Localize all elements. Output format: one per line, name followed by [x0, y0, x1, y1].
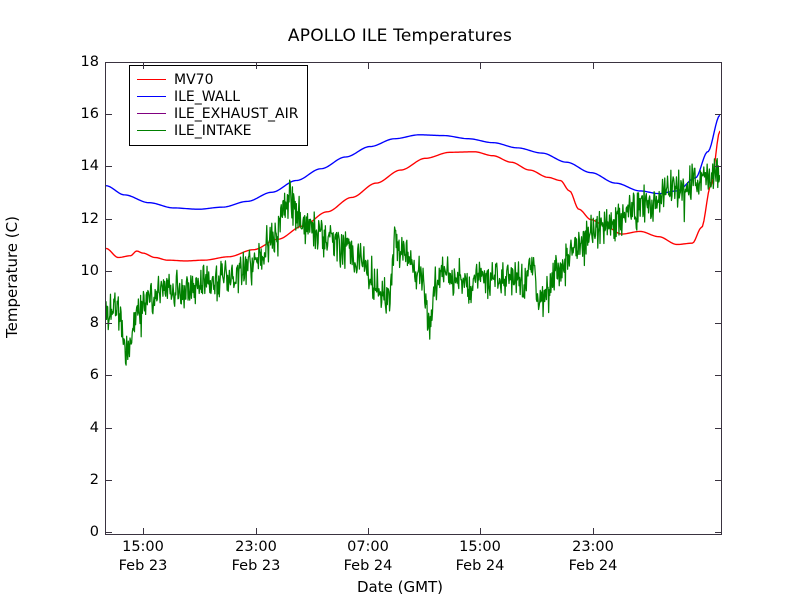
- chart-title: APOLLO ILE Temperatures: [287, 26, 513, 46]
- y-tick-mark: [715, 166, 722, 168]
- plot-svg: [106, 114, 720, 366]
- y-tick-label: 4: [89, 419, 99, 436]
- legend-item[interactable]: ILE_WALL: [137, 88, 298, 105]
- x-tick-time: 23:00: [572, 539, 614, 555]
- y-tick-mark: [105, 323, 112, 325]
- y-tick-mark: [105, 532, 112, 533]
- legend-label: ILE_WALL: [174, 88, 241, 105]
- legend-item[interactable]: MV70: [137, 71, 298, 88]
- y-tick-label: 2: [89, 471, 99, 488]
- x-tick-mark: [143, 62, 144, 69]
- y-tick-mark: [715, 218, 722, 220]
- x-tick-mark: [256, 62, 257, 69]
- y-tick-mark: [105, 375, 112, 377]
- y-tick-mark: [715, 270, 722, 272]
- x-tick-label: 07:00 Feb 24: [308, 538, 428, 576]
- x-tick-mark: [593, 62, 594, 69]
- y-tick-label: 16: [80, 106, 99, 123]
- x-tick-mark: [143, 528, 144, 535]
- x-tick-mark: [368, 528, 369, 535]
- legend-color-swatch: [137, 130, 166, 131]
- legend-color-swatch: [137, 96, 166, 97]
- y-tick-mark: [715, 532, 722, 533]
- legend-color-swatch: [137, 113, 166, 114]
- y-tick-label: 6: [89, 367, 99, 384]
- x-tick-label: 23:00 Feb 24: [533, 538, 653, 576]
- x-tick-mark: [480, 62, 481, 69]
- y-tick-mark: [715, 479, 722, 481]
- y-tick-mark: [105, 62, 112, 63]
- y-tick-label: 0: [89, 524, 99, 540]
- series-line-ile_wall: [106, 114, 720, 210]
- chart-legend: MV70 ILE_WALL ILE_EXHAUST_AIR ILE_INTAKE: [129, 65, 309, 146]
- legend-label: ILE_INTAKE: [174, 122, 252, 139]
- x-tick-date: Feb 23: [231, 558, 281, 574]
- x-tick-label: 23:00 Feb 23: [196, 538, 316, 576]
- x-tick-time: 15:00: [122, 539, 164, 555]
- y-tick-mark: [105, 479, 112, 481]
- y-tick-mark: [105, 114, 112, 116]
- x-tick-date: Feb 23: [118, 558, 168, 574]
- y-tick-mark: [105, 270, 112, 272]
- y-tick-mark: [715, 323, 722, 325]
- y-tick-label: 10: [80, 262, 99, 279]
- y-tick-label: 18: [80, 54, 99, 70]
- y-tick-mark: [105, 218, 112, 220]
- y-tick-mark: [715, 62, 722, 63]
- x-tick-time: 07:00: [347, 539, 389, 555]
- x-tick-mark: [256, 528, 257, 535]
- y-tick-mark: [105, 166, 112, 168]
- x-tick-date: Feb 24: [343, 558, 393, 574]
- y-axis-label: Temperature (C): [3, 216, 21, 338]
- x-axis-label: Date (GMT): [356, 578, 444, 596]
- legend-label: ILE_EXHAUST_AIR: [174, 105, 299, 122]
- x-tick-mark: [593, 528, 594, 535]
- x-tick-mark: [480, 528, 481, 535]
- series-line-ile_intake: [106, 157, 720, 366]
- x-tick-date: Feb 24: [455, 558, 505, 574]
- series-line-mv70: [106, 130, 720, 262]
- y-tick-mark: [715, 427, 722, 429]
- y-tick-mark: [105, 427, 112, 429]
- y-tick-mark: [715, 114, 722, 116]
- y-tick-label: 8: [89, 315, 99, 332]
- x-tick-date: Feb 24: [568, 558, 618, 574]
- legend-item[interactable]: ILE_EXHAUST_AIR: [137, 105, 298, 122]
- y-tick-label: 14: [80, 158, 99, 175]
- x-tick-time: 23:00: [235, 539, 277, 555]
- y-axis-tick-labels: 0 2 4 6 8 10 12 14 16 18: [57, 0, 99, 600]
- y-tick-label: 12: [80, 210, 99, 227]
- y-tick-mark: [715, 375, 722, 377]
- legend-item[interactable]: ILE_INTAKE: [137, 122, 298, 139]
- x-tick-label: 15:00 Feb 23: [83, 538, 203, 576]
- legend-label: MV70: [174, 71, 214, 88]
- x-tick-mark: [368, 62, 369, 69]
- legend-color-swatch: [137, 79, 166, 80]
- x-tick-time: 15:00: [459, 539, 501, 555]
- x-tick-label: 15:00 Feb 24: [420, 538, 540, 576]
